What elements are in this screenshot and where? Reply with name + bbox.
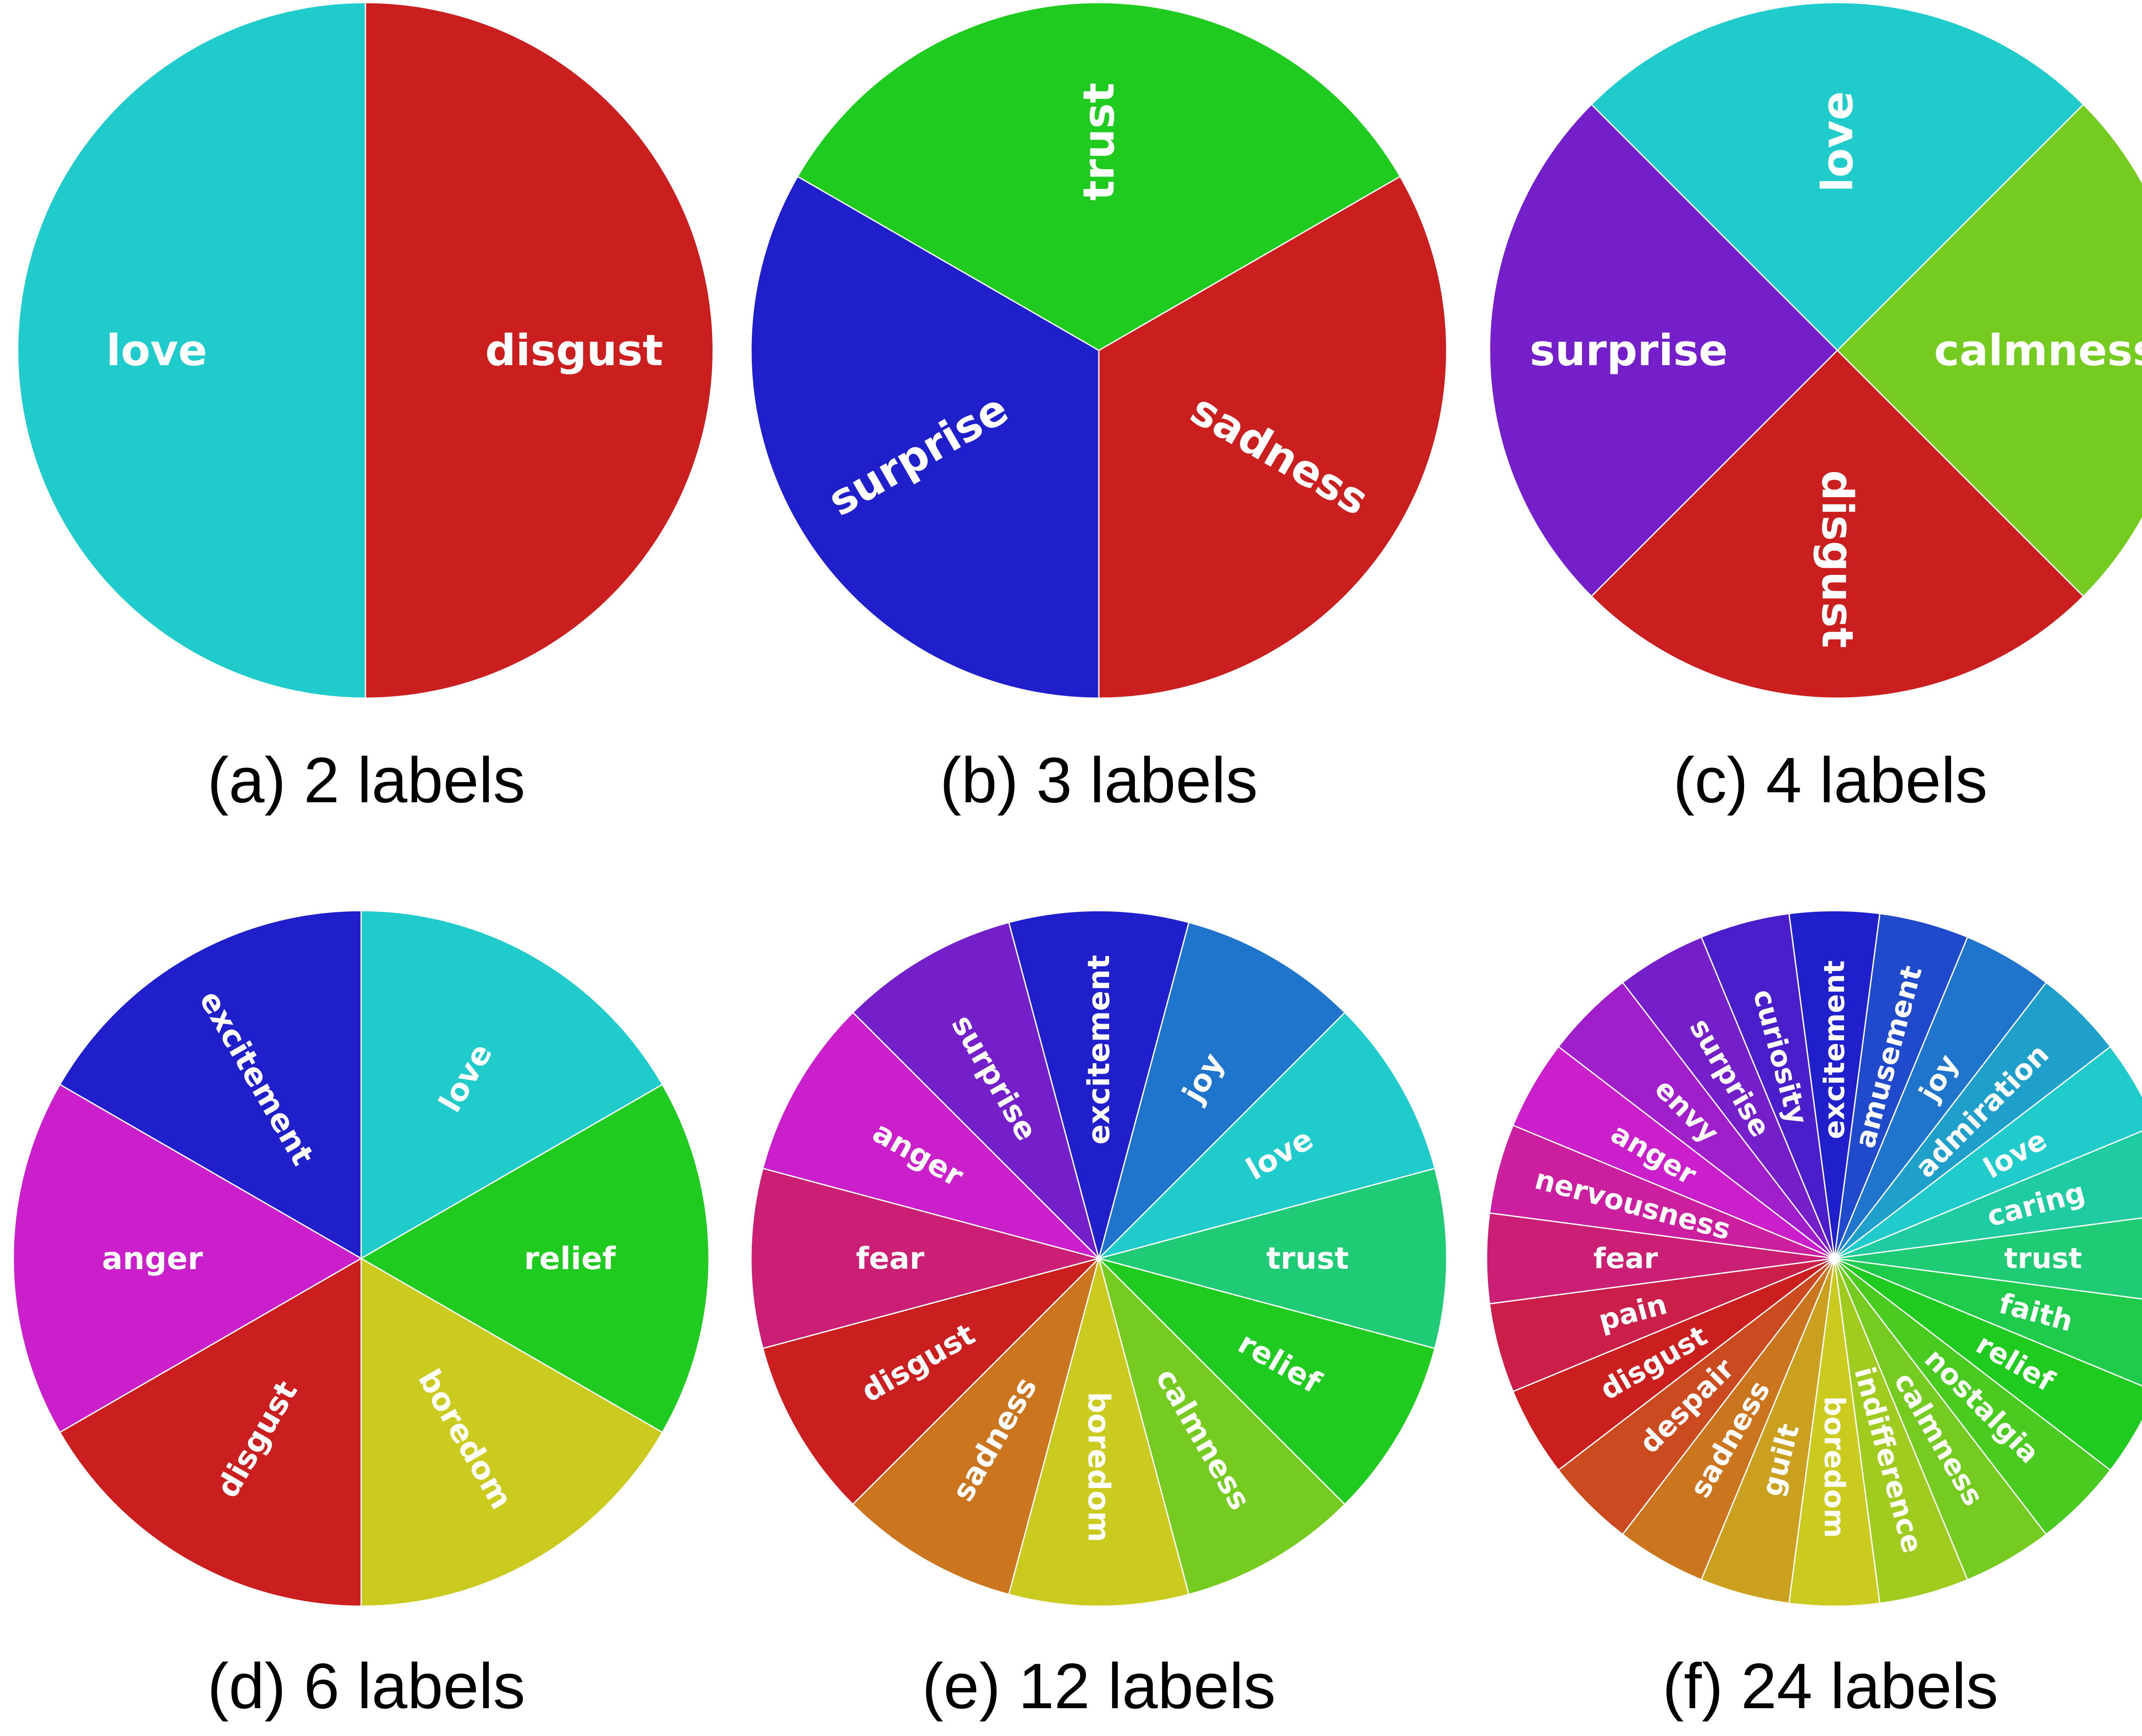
slice-anger-6 [12, 1084, 362, 1433]
slice-label-disgust-4: disgust [1813, 470, 1863, 648]
slice-boredom-24 [1788, 1258, 1881, 1607]
slice-boredom-6 [360, 1258, 663, 1607]
caption-2-labels: (a) 2 labels [207, 744, 526, 816]
slice-love-12 [1098, 1012, 1436, 1259]
slice-label-boredom-12: boredom [1081, 1392, 1116, 1542]
slice-love-4 [1591, 2, 2084, 351]
panel-24-labels: excitement curiosity surprise envy anger nerv… [1465, 891, 2142, 1736]
slice-label-excitement-12: excitement [1081, 955, 1116, 1144]
slice-label-love-4: love [1813, 91, 1863, 192]
slice-disgust-12 [762, 1258, 1100, 1505]
pie-chart-2-labels: love disgust [17, 2, 714, 699]
slice-despair-24 [1558, 1258, 1835, 1535]
slice-surprise-4 [1489, 104, 1838, 597]
slice-label-relief-6: relief [524, 1240, 616, 1276]
slice-boredom-12 [1008, 1258, 1190, 1607]
slice-anger-12 [762, 1012, 1100, 1259]
slice-calmness-24 [1834, 1258, 2047, 1581]
slice-admiration-24 [1834, 982, 2111, 1259]
caption-24-labels: (f) 24 labels [1662, 1650, 1998, 1722]
slice-label-trust-12: trust [1266, 1241, 1349, 1276]
caption-4-labels: (c) 4 labels [1673, 744, 1988, 816]
slice-disgust-2 [365, 2, 714, 699]
slice-relief-6 [360, 1084, 710, 1433]
slice-label-trust-24: trust [2004, 1242, 2082, 1275]
slice-excitement-6 [59, 910, 362, 1259]
slice-indifference-24 [1834, 1258, 1968, 1604]
slice-label-trust-3: trust [1074, 83, 1124, 201]
slice-anger-24 [1512, 1046, 1835, 1259]
slice-calmness-4 [1837, 104, 2142, 597]
slice-label-love-2: love [106, 326, 207, 376]
slice-relief-12 [1098, 1258, 1436, 1505]
slice-label-boredom-24: boredom [1818, 1396, 1851, 1538]
slice-faith-24 [1834, 1258, 2142, 1387]
slice-label-fear-12: fear [856, 1241, 924, 1276]
slice-surprise-3 [750, 176, 1100, 699]
slice-trust-12 [1098, 1168, 1448, 1349]
slice-disgust-24 [1512, 1258, 1835, 1471]
slice-nervousness-24 [1489, 1124, 1835, 1259]
slice-excitement-12 [1008, 910, 1190, 1259]
slice-love-2 [17, 2, 366, 699]
slice-label-disgust-2: disgust [485, 326, 663, 376]
slice-sadness-3 [1098, 176, 1448, 699]
slice-envy-24 [1558, 982, 1835, 1259]
slice-pain-24 [1489, 1258, 1835, 1392]
slice-surprise-24 [1622, 936, 1835, 1259]
slice-label-anger-6: anger [102, 1240, 203, 1276]
slice-trust-24 [1834, 1217, 2142, 1300]
slice-sadness-24 [1622, 1258, 1835, 1581]
panel-4-labels: surprise disgust calmness love (c) 4 labels [1465, 0, 2142, 848]
slice-disgust-6 [59, 1258, 362, 1607]
slice-excitement-24 [1788, 910, 1881, 1259]
caption-6-labels: (d) 6 labels [207, 1650, 526, 1722]
slice-label-surprise-4: surprise [1530, 326, 1728, 376]
slice-joy-24 [1834, 936, 2047, 1259]
pie-chart-12-labels: excitementsurpriseangerfeardisgustsadnes… [750, 910, 1448, 1607]
slice-love-6 [360, 910, 663, 1259]
panel-12-labels: excitement surprise anger fear disgust sadnes… [733, 891, 1465, 1736]
slice-amusement-24 [1834, 913, 1968, 1259]
slice-fear-24 [1486, 1212, 1835, 1305]
pie-chart-4-labels: surprise disgust calmness love [1489, 2, 2142, 699]
slice-sadness-12 [852, 1258, 1100, 1595]
slice-trust-3 [797, 2, 1401, 351]
slice-label-calmness-4: calmness [1934, 326, 2142, 376]
slice-calmness-12 [1098, 1258, 1346, 1595]
caption-12-labels: (e) 12 labels [922, 1650, 1276, 1722]
pie-chart-24-labels: excitementcuriositysurpriseenvyangernerv… [1486, 910, 2142, 1607]
panel-2-labels: love disgust (a) 2 labels [0, 0, 733, 848]
panel-6-labels: excitement anger disgust boredom relief love … [0, 891, 733, 1736]
slice-label-fear-24: fear [1594, 1242, 1658, 1275]
slice-disgust-4 [1591, 350, 2084, 699]
slice-nostalgia-24 [1834, 1258, 2111, 1535]
slice-love-24 [1834, 1046, 2142, 1259]
slice-curiosity-24 [1700, 913, 1835, 1259]
slice-guilt-24 [1700, 1258, 1835, 1604]
slice-joy-12 [1098, 922, 1346, 1259]
panel-3-labels: surprise sadness trust (b) 3 labels [733, 0, 1465, 848]
slice-relief-24 [1834, 1258, 2142, 1471]
slice-label-excitement-24: excitement [1818, 960, 1851, 1139]
slice-surprise-12 [852, 922, 1100, 1259]
slice-fear-12 [750, 1168, 1100, 1349]
caption-3-labels: (b) 3 labels [939, 744, 1258, 816]
